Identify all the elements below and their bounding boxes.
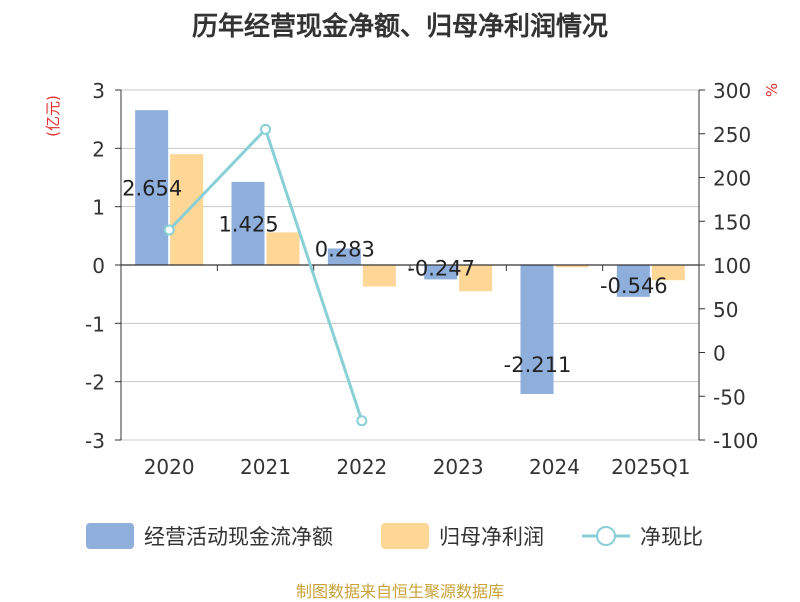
bar-layer — [135, 110, 685, 394]
cash-flow-bar — [424, 265, 458, 280]
legend: 经营活动现金流净额 归母净利润 净现比 — [86, 523, 703, 549]
x-tick-label: 2022 — [336, 455, 387, 479]
net-profit-bar — [555, 265, 589, 268]
axis-layer: -3 -2 -1 0 1 2 3 -100 -50 0 50 100 150 200 250 300 (亿元)%… — [44, 79, 781, 479]
cash-ratio-point — [356, 415, 368, 427]
source-note: 制图数据来自恒生聚源数据库 — [295, 582, 504, 601]
y-left-tick-label: -1 — [85, 312, 105, 336]
net-profit-bar — [459, 265, 493, 292]
x-tick-label: 2025Q1 — [611, 455, 690, 479]
legend-label-cash-flow: 经营活动现金流净额 — [144, 525, 333, 549]
y-right-tick-label: 0 — [713, 342, 726, 366]
cash-flow-data-label: 2.654 — [122, 177, 182, 201]
y-right-tick-label: 50 — [713, 298, 738, 322]
y-right-tick-label: -50 — [713, 385, 746, 409]
y-right-tick-label: 300 — [713, 79, 751, 103]
legend-marker-cash-ratio — [596, 526, 616, 546]
net-profit-bar — [651, 265, 685, 281]
legend-label-net-profit: 归母净利润 — [439, 525, 544, 549]
y-right-tick-label: 200 — [713, 167, 751, 191]
cash-flow-data-label: 1.425 — [218, 212, 278, 236]
y-left-tick-label: -2 — [85, 371, 105, 395]
x-tick-label: 2024 — [529, 455, 580, 479]
cash-flow-bar — [135, 110, 169, 265]
y-right-tick-label: 250 — [713, 123, 751, 147]
y-left-tick-label: 3 — [92, 79, 105, 103]
x-tick-label: 2023 — [433, 455, 484, 479]
cash-flow-data-label: -2.211 — [504, 353, 572, 377]
cash-ratio-point — [163, 224, 175, 236]
cash-ratio-point — [260, 123, 271, 135]
y-left-tick-label: 0 — [92, 254, 105, 278]
line-layer — [163, 123, 368, 427]
legend-swatch-cash-flow — [86, 523, 134, 549]
y-right-tick-label: 100 — [713, 254, 751, 278]
x-tick-label: 2020 — [144, 455, 195, 479]
grid-layer — [121, 89, 699, 441]
label-layer: 2.654 1.425 0.283 -0.247 -2.211 -0.546 — [122, 177, 668, 377]
net-profit-bar — [362, 265, 396, 287]
chart-title: 历年经营现金净额、归母净利润情况 — [191, 12, 608, 42]
legend-label-cash-ratio: 净现比 — [640, 525, 703, 549]
cash-flow-data-label: 0.283 — [315, 237, 375, 261]
x-tick-label: 2021 — [240, 455, 291, 479]
cash-flow-bar — [520, 265, 554, 394]
cash-flow-bar — [327, 248, 361, 265]
legend-swatch-net-profit — [381, 523, 429, 549]
cash-flow-data-label: -0.546 — [600, 274, 668, 298]
y-right-tick-label: 150 — [713, 210, 751, 234]
y-left-axis-unit: (亿元) — [44, 95, 62, 137]
y-left-tick-label: -3 — [85, 429, 105, 453]
cash-flow-bar — [231, 181, 265, 265]
cash-flow-data-label: -0.247 — [407, 256, 475, 280]
net-profit-bar — [266, 232, 300, 265]
cash-flow-bar — [616, 265, 650, 297]
y-right-tick-label: -100 — [713, 429, 758, 453]
y-left-tick-label: 1 — [92, 196, 105, 220]
y-right-axis-unit: % — [763, 83, 781, 97]
y-left-tick-label: 2 — [92, 137, 105, 161]
